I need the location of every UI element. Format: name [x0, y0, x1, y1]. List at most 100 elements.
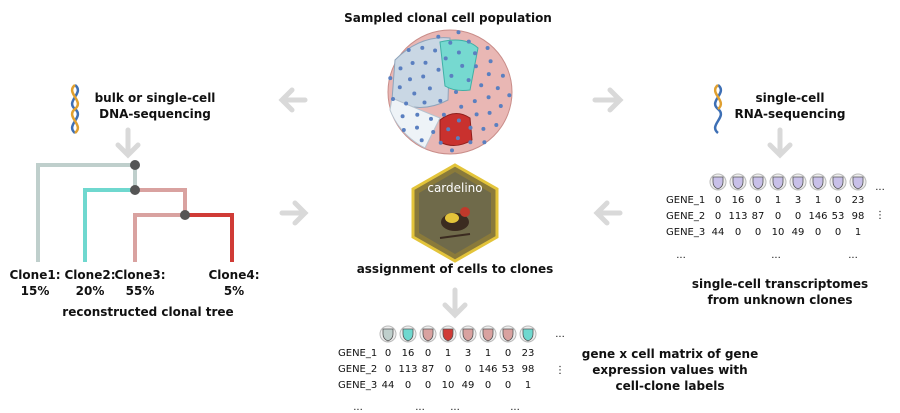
nucleus-dot [427, 86, 432, 91]
clone1-name: Clone1: [10, 268, 61, 282]
nucleus-dot [423, 60, 428, 65]
unknown-cell-icon [829, 173, 847, 191]
nucleus-dot [436, 34, 441, 39]
nucleus-dot [415, 112, 420, 117]
nucleus-dot [446, 127, 451, 132]
unknown-ellipsis-top: ... [875, 182, 885, 193]
labeled-cell-value: 146 [478, 364, 497, 375]
arrow-left-top [278, 87, 308, 113]
labeled-cell-value: 0 [425, 380, 431, 391]
unknown-cell-value: 10 [772, 227, 785, 238]
nucleus-dot [479, 83, 484, 88]
labeled-ellipsis-top: ... [555, 329, 565, 340]
nucleus-dot [450, 148, 454, 153]
arrow-down-right [767, 127, 793, 159]
labeled-cell-value: 0 [505, 348, 511, 359]
labeled-caption-line3: cell-clone labels [616, 379, 725, 393]
labeled-cell-icon [379, 325, 397, 343]
nucleus-dot [422, 100, 427, 105]
clone2-pct: 20% [76, 284, 105, 298]
nucleus-dot [507, 93, 512, 98]
tree-branch-mid [135, 188, 187, 215]
unknown-ellipsis-2: ... [771, 250, 781, 261]
labeled-cell-value: 1 [485, 348, 491, 359]
unknown-cell-value: 16 [732, 195, 745, 206]
labeled-cell-value: 0 [425, 348, 431, 359]
labeled-cell-icon [399, 325, 417, 343]
cell-population [387, 29, 513, 155]
arrow-right-top [592, 87, 624, 113]
unknown-caption-line2: from unknown clones [707, 293, 852, 307]
nucleus-dot [410, 61, 415, 65]
unknown-cell-icons [709, 173, 867, 191]
nucleus-dot [419, 138, 424, 143]
tree-node-1 [130, 160, 140, 170]
unknown-cell-icon [709, 173, 727, 191]
nucleus-dot [494, 123, 499, 127]
arrow-down-left [115, 127, 141, 159]
clone1-pct: 15% [21, 284, 50, 298]
nucleus-dot [420, 45, 425, 50]
unknown-cell-value: 113 [728, 211, 747, 222]
unknown-cell-value: 146 [808, 211, 827, 222]
nucleus-dot [438, 98, 443, 103]
clone4-pct: 5% [224, 284, 244, 298]
nucleus-dot [473, 51, 477, 56]
unknown-caption-line1: single-cell transcriptomes [692, 277, 868, 291]
clone3-pct: 55% [126, 284, 155, 298]
cell-dots [388, 30, 512, 153]
tree-branch-clone2 [83, 188, 135, 262]
assignment-label: assignment of cells to clones [357, 262, 554, 276]
nucleus-dot [486, 95, 491, 100]
nucleus-dot [455, 136, 460, 141]
page-title: Sampled clonal cell population [344, 11, 552, 25]
unknown-cell-icon [789, 173, 807, 191]
labeled-gene-label: GENE_2 [338, 364, 377, 375]
unknown-cell-value: 0 [755, 227, 761, 238]
nucleus-dot [441, 112, 446, 117]
nucleus-dot [448, 40, 453, 45]
labeled-gene-label: GENE_3 [338, 380, 377, 391]
nucleus-dot [398, 66, 403, 71]
labeled-cell-value: 44 [382, 380, 395, 391]
clone3-name: Clone3: [115, 268, 166, 282]
labeled-cell-icon [519, 325, 537, 343]
unknown-vellipsis: ⋮ [875, 210, 885, 221]
unknown-cell-value: 23 [852, 195, 865, 206]
nucleus-dot [488, 59, 493, 64]
labeled-caption-line2: expression values with [592, 363, 747, 377]
clone4-name: Clone4: [209, 268, 260, 282]
unknown-cell-icon [849, 173, 867, 191]
nucleus-dot [460, 63, 465, 68]
nucleus-dot [406, 48, 411, 52]
unknown-cell-value: 87 [752, 211, 765, 222]
nucleus-dot [391, 97, 395, 101]
nucleus-dot [438, 140, 443, 145]
cardelino-logo: cardelino [411, 163, 499, 263]
labeled-ellipsis-4: ... [510, 402, 520, 413]
rna-seq-label-line2: RNA-sequencing [734, 107, 845, 121]
nucleus-dot [388, 76, 393, 81]
labeled-vellipsis: ⋮ [555, 365, 565, 376]
nucleus-dot [468, 140, 473, 145]
labeled-cell-icon [479, 325, 497, 343]
nucleus-dot [474, 112, 479, 117]
nucleus-dot [473, 64, 478, 69]
nucleus-dot [495, 86, 500, 91]
arrow-down-center [442, 287, 468, 319]
unknown-cell-value: 98 [852, 211, 865, 222]
nucleus-dot [404, 101, 409, 106]
unknown-cell-value: 1 [775, 195, 781, 206]
arrow-matrix-to-center [593, 200, 623, 226]
tree-branch-clone3 [133, 213, 185, 262]
nucleus-dot [485, 46, 490, 50]
labeled-cell-value: 0 [485, 380, 491, 391]
nucleus-dot [412, 91, 417, 96]
tree-node-3 [180, 210, 190, 220]
nucleus-dot [415, 125, 419, 130]
labeled-cell-value: 98 [522, 364, 535, 375]
labeled-cell-icon [419, 325, 437, 343]
nucleus-dot [456, 50, 461, 55]
labeled-cell-value: 0 [405, 380, 411, 391]
